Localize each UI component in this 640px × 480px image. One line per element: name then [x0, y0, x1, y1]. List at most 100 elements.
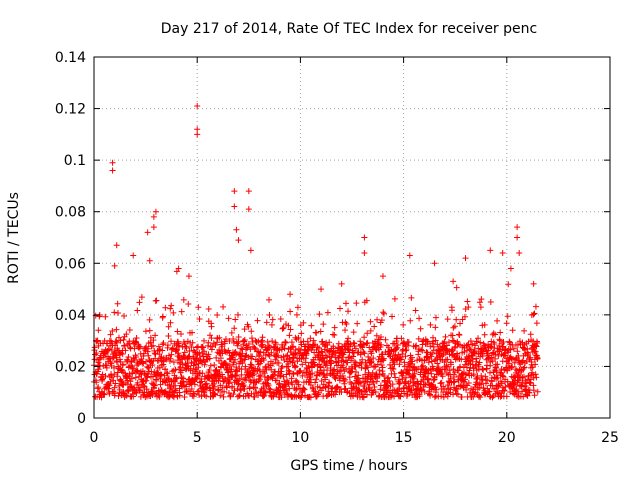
data-point	[484, 355, 491, 362]
data-point	[534, 355, 541, 362]
data-point	[505, 360, 512, 367]
data-point	[126, 344, 133, 351]
data-point	[295, 334, 302, 341]
data-point	[359, 356, 366, 363]
data-point	[514, 224, 521, 231]
data-point	[252, 385, 259, 392]
data-point	[521, 364, 528, 371]
data-point	[256, 353, 263, 360]
data-point	[248, 361, 255, 368]
data-point	[331, 324, 338, 331]
data-point	[423, 349, 430, 356]
data-point	[263, 319, 270, 326]
data-point	[487, 247, 494, 254]
data-point	[436, 347, 443, 354]
data-point	[165, 376, 172, 383]
data-point	[335, 344, 342, 351]
data-point	[277, 372, 284, 379]
data-point	[265, 382, 272, 389]
data-point	[469, 361, 476, 368]
data-point	[245, 392, 252, 399]
data-point	[387, 394, 394, 400]
data-point	[278, 368, 285, 375]
data-point	[361, 334, 368, 341]
data-point	[175, 353, 182, 360]
data-point	[464, 298, 471, 305]
data-point	[168, 302, 175, 309]
data-point	[248, 328, 255, 335]
data-point	[361, 249, 368, 256]
data-point	[235, 381, 242, 388]
data-point	[300, 319, 307, 326]
data-point	[235, 333, 242, 340]
data-point	[466, 357, 473, 364]
data-point	[187, 365, 194, 372]
data-point	[145, 345, 152, 352]
data-point	[409, 358, 416, 365]
data-point	[297, 367, 304, 374]
data-point	[443, 347, 450, 354]
data-point	[351, 343, 358, 350]
data-point	[278, 394, 285, 401]
data-point	[534, 388, 541, 395]
data-point	[179, 361, 186, 368]
data-point	[470, 393, 477, 400]
data-point	[150, 224, 157, 231]
data-point	[241, 385, 248, 392]
data-point	[288, 375, 295, 382]
data-point	[232, 316, 239, 323]
data-point	[353, 300, 360, 307]
data-point	[243, 344, 250, 351]
data-point	[277, 390, 284, 397]
data-point	[326, 380, 333, 387]
data-point	[368, 350, 375, 357]
data-point	[345, 335, 352, 342]
data-point	[298, 341, 305, 348]
data-point	[160, 361, 167, 368]
data-point	[219, 343, 226, 350]
data-point	[229, 383, 236, 390]
data-point	[133, 334, 140, 341]
data-point	[259, 341, 266, 348]
data-point	[511, 382, 518, 389]
data-point	[300, 385, 307, 392]
data-point	[438, 393, 445, 400]
data-point	[147, 358, 154, 365]
data-point	[287, 349, 294, 356]
data-point	[226, 376, 233, 383]
data-point	[159, 313, 166, 320]
data-point	[457, 363, 464, 370]
data-point	[507, 265, 514, 272]
data-point	[509, 327, 516, 334]
data-point	[390, 366, 397, 373]
data-point	[412, 343, 419, 350]
data-point	[234, 342, 241, 349]
data-point	[469, 356, 476, 363]
data-point	[286, 385, 293, 392]
data-point	[134, 307, 141, 314]
x-tick-label: 25	[601, 430, 619, 446]
data-point	[230, 339, 237, 346]
data-point	[153, 297, 160, 304]
data-point	[387, 361, 394, 368]
data-point	[444, 316, 451, 323]
data-point	[217, 355, 224, 362]
data-point	[442, 366, 449, 373]
data-point	[530, 280, 537, 287]
data-point	[174, 347, 181, 354]
data-point	[299, 361, 306, 368]
data-point	[167, 384, 174, 391]
data-point	[367, 318, 374, 325]
x-axis-label: GPS time / hours	[290, 458, 407, 474]
data-point	[159, 341, 166, 348]
data-point	[201, 361, 208, 368]
data-point	[432, 314, 439, 321]
data-point	[270, 371, 277, 378]
data-point	[101, 391, 108, 398]
data-point	[318, 348, 325, 355]
data-point	[345, 354, 352, 361]
data-point	[361, 350, 368, 357]
data-point	[324, 362, 331, 369]
data-point	[408, 386, 415, 393]
data-point	[140, 382, 147, 389]
